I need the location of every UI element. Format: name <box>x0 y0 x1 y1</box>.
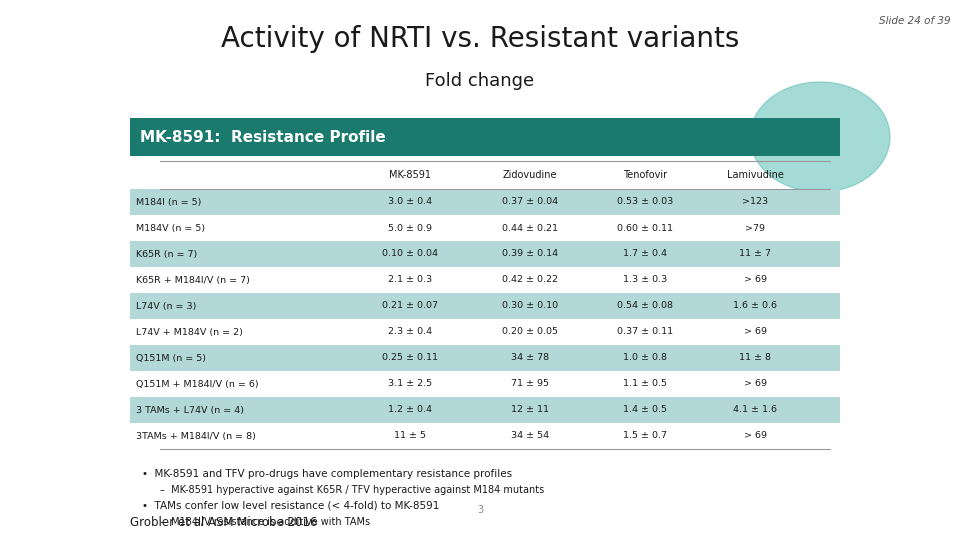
Text: 0.37 ± 0.11: 0.37 ± 0.11 <box>617 327 673 336</box>
Text: 34 ± 78: 34 ± 78 <box>511 354 549 362</box>
Text: > 69: > 69 <box>743 380 766 388</box>
Ellipse shape <box>750 82 890 192</box>
Text: Q151M + M184I/V (n = 6): Q151M + M184I/V (n = 6) <box>136 380 258 388</box>
Text: 1.3 ± 0.3: 1.3 ± 0.3 <box>623 275 667 285</box>
Text: > 69: > 69 <box>743 327 766 336</box>
Text: M184V (n = 5): M184V (n = 5) <box>136 224 205 233</box>
Text: 3: 3 <box>477 505 483 515</box>
Text: •  MK-8591 and TFV pro-drugs have complementary resistance profiles: • MK-8591 and TFV pro-drugs have complem… <box>142 469 512 479</box>
Text: 12 ± 11: 12 ± 11 <box>511 406 549 415</box>
Text: 0.10 ± 0.04: 0.10 ± 0.04 <box>382 249 438 259</box>
Text: 34 ± 54: 34 ± 54 <box>511 431 549 441</box>
Text: K65R + M184I/V (n = 7): K65R + M184I/V (n = 7) <box>136 275 250 285</box>
Text: 1.6 ± 0.6: 1.6 ± 0.6 <box>733 301 777 310</box>
Text: Slide 24 of 39: Slide 24 of 39 <box>878 16 950 26</box>
Text: 0.42 ± 0.22: 0.42 ± 0.22 <box>502 275 558 285</box>
Text: Fold change: Fold change <box>425 72 535 90</box>
Text: 0.37 ± 0.04: 0.37 ± 0.04 <box>502 198 558 206</box>
Text: M184I (n = 5): M184I (n = 5) <box>136 198 202 206</box>
Text: Zidovudine: Zidovudine <box>503 170 557 180</box>
Text: MK-8591: MK-8591 <box>389 170 431 180</box>
Text: 5.0 ± 0.9: 5.0 ± 0.9 <box>388 224 432 233</box>
Text: Activity of NRTI vs. Resistant variants: Activity of NRTI vs. Resistant variants <box>221 25 739 53</box>
Text: 3.1 ± 2.5: 3.1 ± 2.5 <box>388 380 432 388</box>
Text: 0.30 ± 0.10: 0.30 ± 0.10 <box>502 301 558 310</box>
Text: K65R (n = 7): K65R (n = 7) <box>136 249 197 259</box>
Text: 11 ± 5: 11 ± 5 <box>394 431 426 441</box>
Text: 0.21 ± 0.07: 0.21 ± 0.07 <box>382 301 438 310</box>
Text: 4.1 ± 1.6: 4.1 ± 1.6 <box>733 406 777 415</box>
Text: >79: >79 <box>745 224 765 233</box>
Text: 0.60 ± 0.11: 0.60 ± 0.11 <box>617 224 673 233</box>
Text: 1.0 ± 0.8: 1.0 ± 0.8 <box>623 354 667 362</box>
Text: 3.0 ± 0.4: 3.0 ± 0.4 <box>388 198 432 206</box>
Text: •  TAMs confer low level resistance (< 4-fold) to MK-8591: • TAMs confer low level resistance (< 4-… <box>142 501 440 511</box>
Text: –  MK-8591 hyperactive against K65R / TFV hyperactive against M184 mutants: – MK-8591 hyperactive against K65R / TFV… <box>160 485 544 495</box>
Text: > 69: > 69 <box>743 431 766 441</box>
Text: –  M184I/V resistance is additive with TAMs: – M184I/V resistance is additive with TA… <box>160 517 371 527</box>
Text: 71 ± 95: 71 ± 95 <box>511 380 549 388</box>
Text: 11 ± 7: 11 ± 7 <box>739 249 771 259</box>
Text: > 69: > 69 <box>743 275 766 285</box>
Text: 2.1 ± 0.3: 2.1 ± 0.3 <box>388 275 432 285</box>
Text: 0.53 ± 0.03: 0.53 ± 0.03 <box>617 198 673 206</box>
Text: 1.4 ± 0.5: 1.4 ± 0.5 <box>623 406 667 415</box>
Text: 0.25 ± 0.11: 0.25 ± 0.11 <box>382 354 438 362</box>
Text: 0.39 ± 0.14: 0.39 ± 0.14 <box>502 249 558 259</box>
Text: 0.54 ± 0.08: 0.54 ± 0.08 <box>617 301 673 310</box>
Text: 11 ± 8: 11 ± 8 <box>739 354 771 362</box>
Text: 2.3 ± 0.4: 2.3 ± 0.4 <box>388 327 432 336</box>
Text: Grobler et al ASM Microbe 2016: Grobler et al ASM Microbe 2016 <box>130 516 318 529</box>
Text: >123: >123 <box>742 198 768 206</box>
Text: 3 TAMs + L74V (n = 4): 3 TAMs + L74V (n = 4) <box>136 406 244 415</box>
Text: L74V (n = 3): L74V (n = 3) <box>136 301 197 310</box>
Text: 0.20 ± 0.05: 0.20 ± 0.05 <box>502 327 558 336</box>
Text: MK-8591:  Resistance Profile: MK-8591: Resistance Profile <box>140 130 386 145</box>
Text: Tenofovir: Tenofovir <box>623 170 667 180</box>
Text: 1.2 ± 0.4: 1.2 ± 0.4 <box>388 406 432 415</box>
Text: 1.5 ± 0.7: 1.5 ± 0.7 <box>623 431 667 441</box>
Text: L74V + M184V (n = 2): L74V + M184V (n = 2) <box>136 327 243 336</box>
Text: 0.44 ± 0.21: 0.44 ± 0.21 <box>502 224 558 233</box>
Text: 1.7 ± 0.4: 1.7 ± 0.4 <box>623 249 667 259</box>
Text: 3TAMs + M184I/V (n = 8): 3TAMs + M184I/V (n = 8) <box>136 431 256 441</box>
Text: 1.1 ± 0.5: 1.1 ± 0.5 <box>623 380 667 388</box>
Text: Lamivudine: Lamivudine <box>727 170 783 180</box>
Text: Q151M (n = 5): Q151M (n = 5) <box>136 354 206 362</box>
